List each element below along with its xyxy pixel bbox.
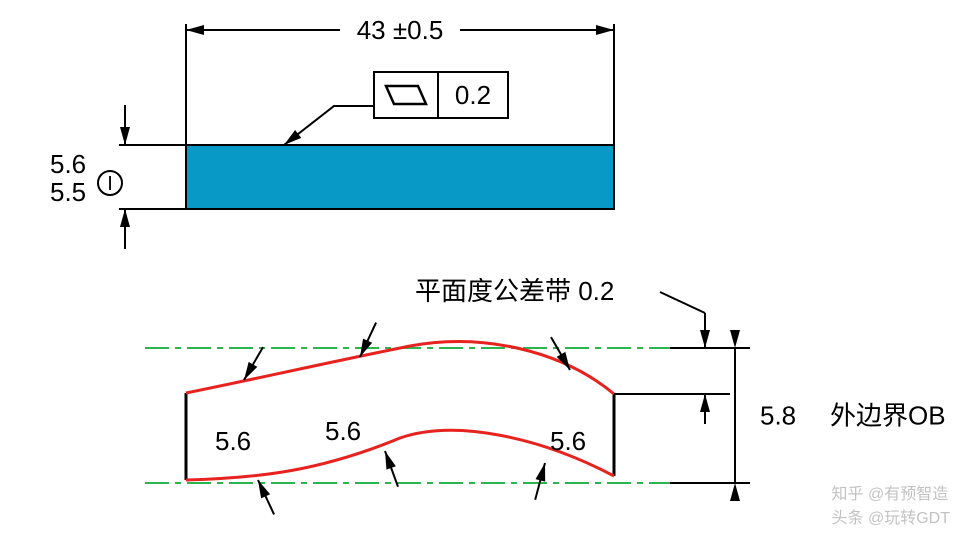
watermark-line2: 头条 @玩转GDT — [832, 504, 950, 528]
tolerance-band-label: 平面度公差带 0.2 — [415, 276, 614, 306]
part-rectangle — [186, 145, 614, 209]
independency-letter: I — [107, 173, 113, 195]
measurement-1: 5.6 — [325, 416, 361, 446]
outer-boundary-value: 5.8 — [760, 401, 796, 431]
measurement-2: 5.6 — [550, 426, 586, 456]
outer-boundary-label: 外边界OB — [830, 401, 946, 431]
measurement-0: 5.6 — [215, 426, 251, 456]
watermark-line1: 知乎 @有预智造 — [832, 480, 950, 504]
engineering-diagram: 43 ±0.55.65.5I0.25.65.65.6平面度公差带 0.25.8外… — [0, 0, 970, 536]
dim-height-upper: 5.6 — [50, 149, 86, 179]
watermark: 知乎 @有预智造 头条 @玩转GDT — [832, 480, 950, 528]
dim-width-value: 43 ±0.5 — [357, 15, 444, 45]
dim-height-lower: 5.5 — [50, 177, 86, 207]
fcf-tolerance: 0.2 — [455, 80, 491, 110]
